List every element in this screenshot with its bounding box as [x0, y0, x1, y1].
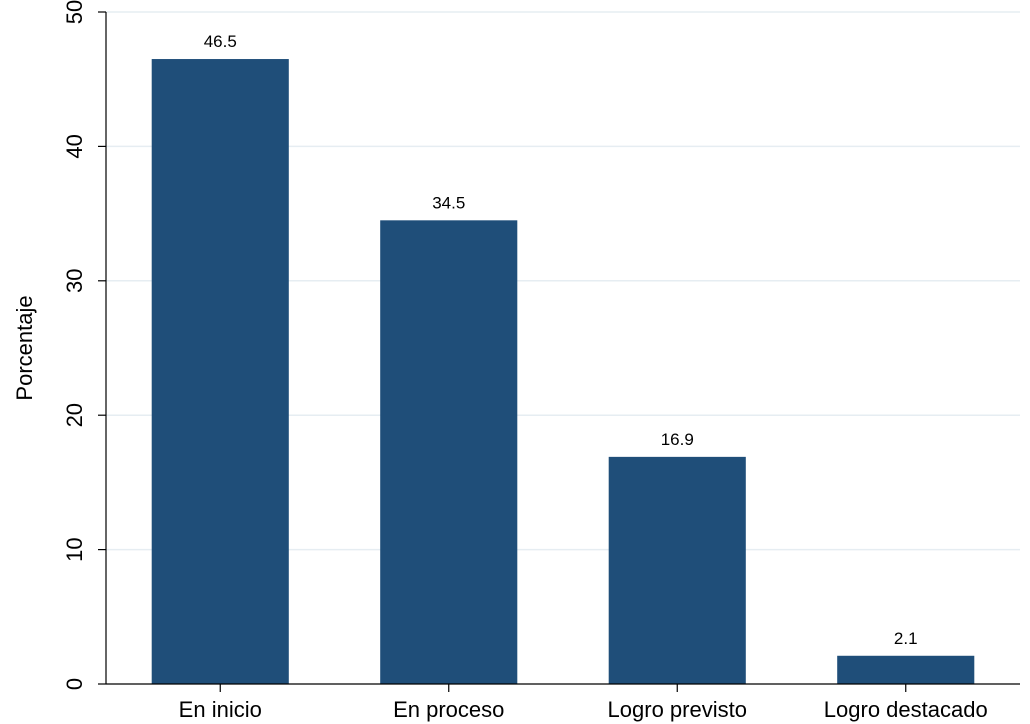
data-label: 2.1 [894, 629, 918, 648]
y-tick-label: 30 [62, 269, 87, 293]
y-tick-label: 50 [62, 0, 87, 24]
data-label: 34.5 [432, 193, 465, 212]
x-category-label: En inicio [179, 697, 262, 722]
bar [151, 59, 289, 685]
bars [151, 59, 975, 685]
y-tick-label: 20 [62, 403, 87, 427]
bar [837, 655, 975, 684]
y-tick-label: 0 [62, 678, 87, 690]
bar [608, 456, 746, 684]
bar [380, 220, 518, 684]
x-category-label: En proceso [393, 697, 504, 722]
data-labels: 46.5 34.5 16.9 2.1 [204, 32, 918, 648]
x-category-labels: En inicio En proceso Logro previsto Logro d… [179, 684, 988, 722]
y-tick-label: 40 [62, 134, 87, 158]
data-label: 46.5 [204, 32, 237, 51]
y-ticks: 0 10 20 30 40 50 [62, 0, 106, 690]
axes [105, 12, 1020, 685]
y-tick-label: 10 [62, 537, 87, 561]
x-category-label: Logro previsto [608, 697, 747, 722]
x-category-label: Logro destacado [824, 697, 988, 722]
data-label: 16.9 [661, 430, 694, 449]
y-axis-title: Porcentaje [12, 295, 37, 400]
